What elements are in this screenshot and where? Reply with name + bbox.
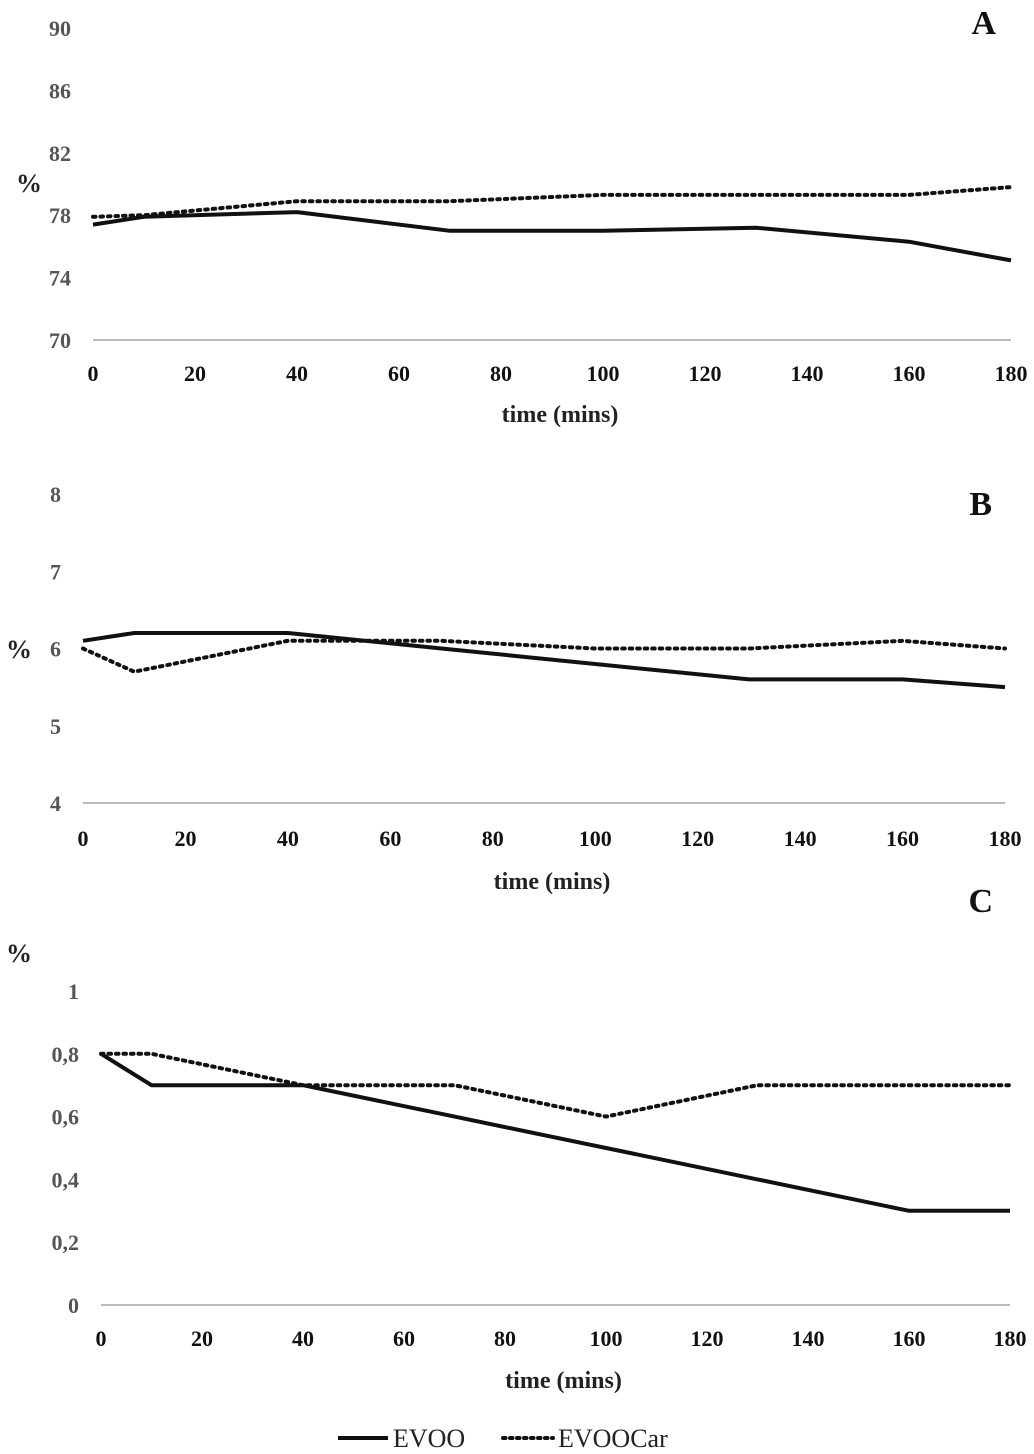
- x-tick-label: 100: [587, 361, 620, 386]
- x-tick-label: 120: [691, 1326, 724, 1351]
- x-tick-label: 100: [579, 826, 612, 851]
- x-axis-label: time (mins): [502, 402, 619, 428]
- x-tick-label: 140: [784, 826, 817, 851]
- x-tick-label: 160: [893, 361, 926, 386]
- series-line-evoo: [92, 210, 1012, 263]
- x-tick-label: 80: [494, 1326, 516, 1351]
- series-line-evoocar: [91, 185, 1013, 219]
- x-tick-label: 100: [590, 1326, 623, 1351]
- legend-solid-label: EVOO: [393, 1424, 465, 1453]
- y-tick-label: 0,8: [52, 1042, 80, 1067]
- y-tick-label: 5: [50, 714, 61, 739]
- x-tick-label: 40: [292, 1326, 314, 1351]
- y-tick-label: 78: [49, 203, 71, 228]
- y-tick-label: 74: [49, 266, 71, 291]
- x-tick-label: 140: [792, 1326, 825, 1351]
- series-line-evoo: [99, 1052, 1010, 1213]
- y-tick-label: 8: [50, 482, 61, 507]
- x-tick-label: 160: [893, 1326, 926, 1351]
- series-line-evoocar: [81, 638, 1007, 674]
- panel-c: 0 0,2 0,4 0,6 0,8 1 0 20 40 60 80 100 120 140 160 180 ti…: [6, 883, 1027, 1394]
- panel-letter: C: [968, 883, 993, 920]
- x-tick-label: 180: [995, 361, 1028, 386]
- y-tick-label: 0,4: [52, 1167, 80, 1192]
- y-tick-label: 4: [50, 791, 61, 816]
- x-tick-label: 20: [184, 361, 206, 386]
- x-tick-label: 120: [689, 361, 722, 386]
- x-tick-label: 180: [989, 826, 1022, 851]
- x-tick-label: 0: [78, 826, 89, 851]
- x-tick-label: 140: [791, 361, 824, 386]
- x-tick-label: 180: [994, 1326, 1027, 1351]
- y-tick-label: 6: [50, 637, 61, 662]
- x-tick-label: 20: [191, 1326, 213, 1351]
- legend-dotted-label: EVOOCar: [558, 1424, 668, 1453]
- x-tick-label: 160: [886, 826, 919, 851]
- x-tick-label: 40: [277, 826, 299, 851]
- x-tick-label: 120: [681, 826, 714, 851]
- series-line-evoo: [82, 631, 1006, 690]
- x-tick-label: 60: [393, 1326, 415, 1351]
- y-axis-label: %: [6, 635, 32, 664]
- y-axis-label: %: [6, 939, 32, 968]
- panel-a: 70 74 78 82 86 90 0 20 40 60 80 100 120 140 160 180 time…: [16, 5, 1028, 428]
- x-tick-label: 60: [388, 361, 410, 386]
- y-axis-label: %: [16, 169, 42, 198]
- panel-letter: A: [971, 5, 996, 42]
- x-tick-label: 20: [174, 826, 196, 851]
- panel-letter: B: [969, 486, 992, 523]
- x-tick-label: 60: [379, 826, 401, 851]
- y-tick-label: 0,2: [52, 1230, 80, 1255]
- y-tick-label: 7: [50, 559, 61, 584]
- legend: EVOO EVOOCar: [338, 1424, 668, 1453]
- y-tick-label: 0: [68, 1293, 79, 1318]
- y-tick-label: 90: [49, 16, 71, 41]
- x-tick-label: 40: [286, 361, 308, 386]
- x-tick-label: 0: [96, 1326, 107, 1351]
- x-tick-label: 0: [88, 361, 99, 386]
- y-tick-label: 0,6: [52, 1105, 80, 1130]
- y-tick-label: 70: [49, 328, 71, 353]
- x-axis-label: time (mins): [505, 1368, 622, 1394]
- series-line-evoocar: [99, 1051, 1012, 1119]
- x-axis-label: time (mins): [494, 869, 611, 895]
- x-tick-label: 80: [490, 361, 512, 386]
- x-tick-label: 80: [482, 826, 504, 851]
- y-tick-label: 82: [49, 141, 71, 166]
- y-tick-label: 86: [49, 78, 71, 103]
- y-tick-label: 1: [68, 979, 79, 1004]
